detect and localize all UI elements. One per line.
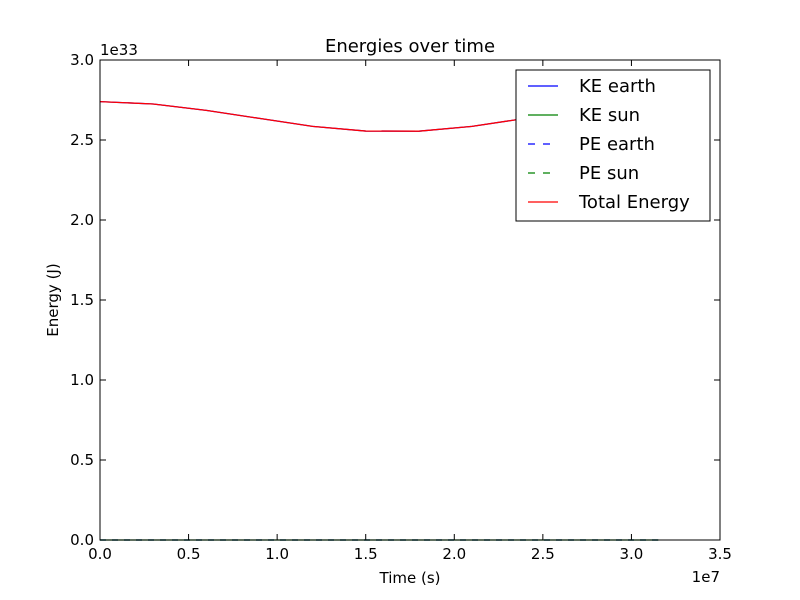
legend-label-pe-earth: PE earth — [579, 134, 655, 155]
y-tick-label: 0.0 — [70, 531, 94, 549]
x-axis-label: Time (s) — [379, 569, 441, 587]
legend: KE earth KE sun PE earth PE sun Total Energy — [515, 69, 711, 222]
y-axis-label: Energy (J) — [44, 263, 62, 336]
x-axis-offset-text: 1e7 — [692, 568, 720, 586]
y-tick-label: 0.5 — [70, 451, 94, 469]
y-tick-label: 2.0 — [70, 211, 94, 229]
x-tick-label: 2.5 — [531, 545, 555, 563]
y-tick-label: 2.5 — [70, 131, 94, 149]
x-tick-label: 1.0 — [265, 545, 289, 563]
x-tick-label: 0.5 — [177, 545, 201, 563]
x-tick-label: 3.0 — [619, 545, 643, 563]
x-tick-label: 3.5 — [708, 545, 732, 563]
legend-label-ke-sun: KE sun — [579, 105, 640, 126]
legend-box — [515, 69, 711, 222]
y-tick-label: 3.0 — [70, 51, 94, 69]
chart-title: Energies over time — [325, 36, 495, 57]
legend-label-ke-earth: KE earth — [579, 76, 656, 97]
legend-label-total-energy: Total Energy — [578, 192, 690, 213]
x-tick-label: 2.0 — [442, 545, 466, 563]
axis-ticks: 0.0 0.5 1.0 1.5 2.0 2.5 3.0 3.5 0.0 0.5 1.0 1.5 2.0 2… — [70, 51, 732, 563]
x-tick-label: 0.0 — [88, 545, 112, 563]
legend-label-pe-sun: PE sun — [579, 163, 639, 184]
y-axis-offset-text: 1e33 — [100, 41, 138, 59]
y-tick-label: 1.0 — [70, 371, 94, 389]
x-tick-label: 1.5 — [354, 545, 378, 563]
y-tick-label: 1.5 — [70, 291, 94, 309]
